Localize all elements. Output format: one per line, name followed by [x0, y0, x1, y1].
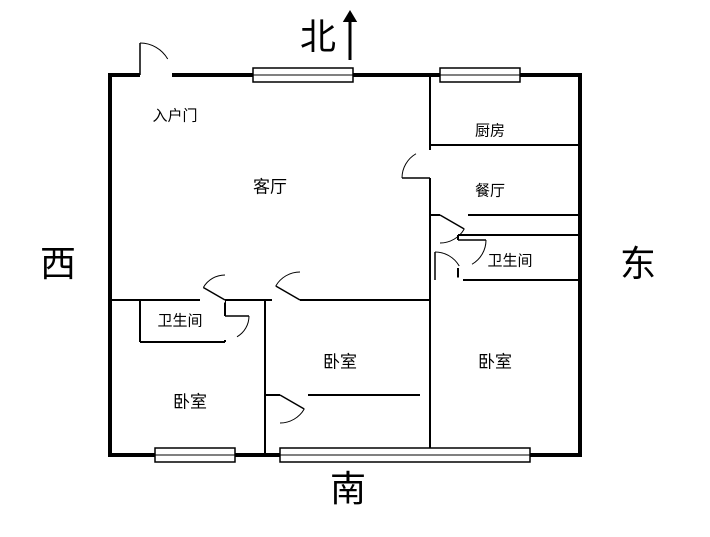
room-label-living-room: 客厅	[253, 173, 287, 198]
room-label-dining: 餐厅	[475, 180, 505, 201]
room-label-kitchen: 厨房	[475, 120, 505, 141]
room-label-bed-mid: 卧室	[323, 348, 357, 373]
floorplan-canvas: 北 南 西 东 入户门客厅厨房餐厅卫生间卫生间卧室卧室卧室	[0, 0, 710, 537]
room-label-bed-east: 卧室	[478, 348, 512, 373]
room-label-entry-door: 入户门	[152, 105, 197, 126]
room-label-bath2: 卫生间	[157, 310, 202, 331]
room-label-bath1: 卫生间	[487, 250, 532, 271]
floorplan-svg	[0, 0, 710, 537]
room-label-bed-west: 卧室	[173, 388, 207, 413]
